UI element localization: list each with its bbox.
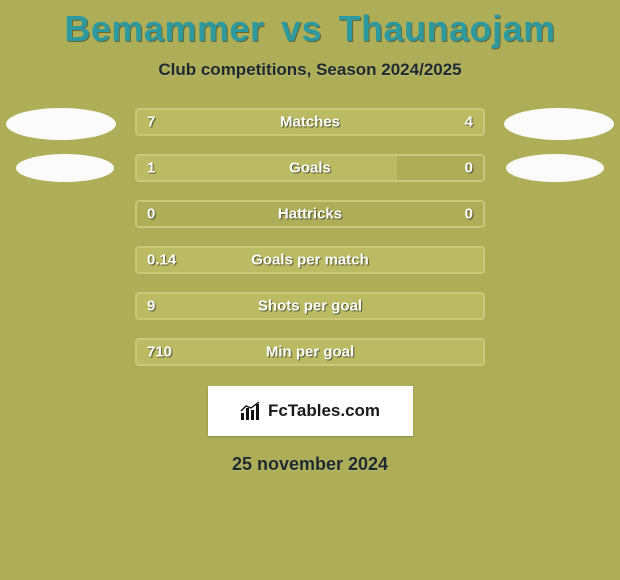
stat-value-right: 0 — [465, 206, 473, 223]
stat-bar-left — [137, 156, 397, 180]
date-label: 25 november 2024 — [0, 454, 620, 475]
stat-row: 9 Shots per goal — [135, 292, 485, 320]
player1-team-ellipse-row2 — [16, 154, 114, 182]
stat-row: 0 0 Hattricks — [135, 200, 485, 228]
player2-team-ellipse-row1 — [504, 108, 614, 140]
stat-row: 0.14 Goals per match — [135, 246, 485, 274]
player1-name: Bemammer — [64, 8, 264, 49]
stat-row: 1 0 Goals — [135, 154, 485, 182]
player2-team-ellipse-row2 — [506, 154, 604, 182]
stat-value-left: 0.14 — [147, 252, 176, 269]
stat-value-left: 7 — [147, 114, 155, 131]
stat-metric-label: Goals — [289, 160, 331, 177]
player2-name: Thaunaojam — [339, 8, 556, 49]
stat-metric-label: Hattricks — [278, 206, 342, 223]
comparison-title: Bemammer vs Thaunaojam — [0, 0, 620, 50]
stat-metric-label: Goals per match — [251, 252, 369, 269]
stat-metric-label: Min per goal — [266, 344, 354, 361]
stat-value-right: 4 — [465, 114, 473, 131]
stat-value-left: 710 — [147, 344, 172, 361]
chart-area: 7 4 Matches 1 0 Goals 0 0 Hattricks 0.14 Goals per… — [0, 108, 620, 366]
stat-value-left: 0 — [147, 206, 155, 223]
stat-value-right: 0 — [465, 160, 473, 177]
source-badge-text: FcTables.com — [268, 401, 380, 421]
chart-icon — [240, 401, 262, 421]
vs-label: vs — [281, 8, 322, 49]
stat-metric-label: Matches — [280, 114, 340, 131]
stat-row: 7 4 Matches — [135, 108, 485, 136]
subtitle: Club competitions, Season 2024/2025 — [0, 60, 620, 80]
stat-rows: 7 4 Matches 1 0 Goals 0 0 Hattricks 0.14 Goals per… — [135, 108, 485, 366]
source-badge: FcTables.com — [208, 386, 413, 436]
player1-team-ellipse-row1 — [6, 108, 116, 140]
stat-value-left: 9 — [147, 298, 155, 315]
stat-metric-label: Shots per goal — [258, 298, 362, 315]
stat-value-left: 1 — [147, 160, 155, 177]
stat-row: 710 Min per goal — [135, 338, 485, 366]
